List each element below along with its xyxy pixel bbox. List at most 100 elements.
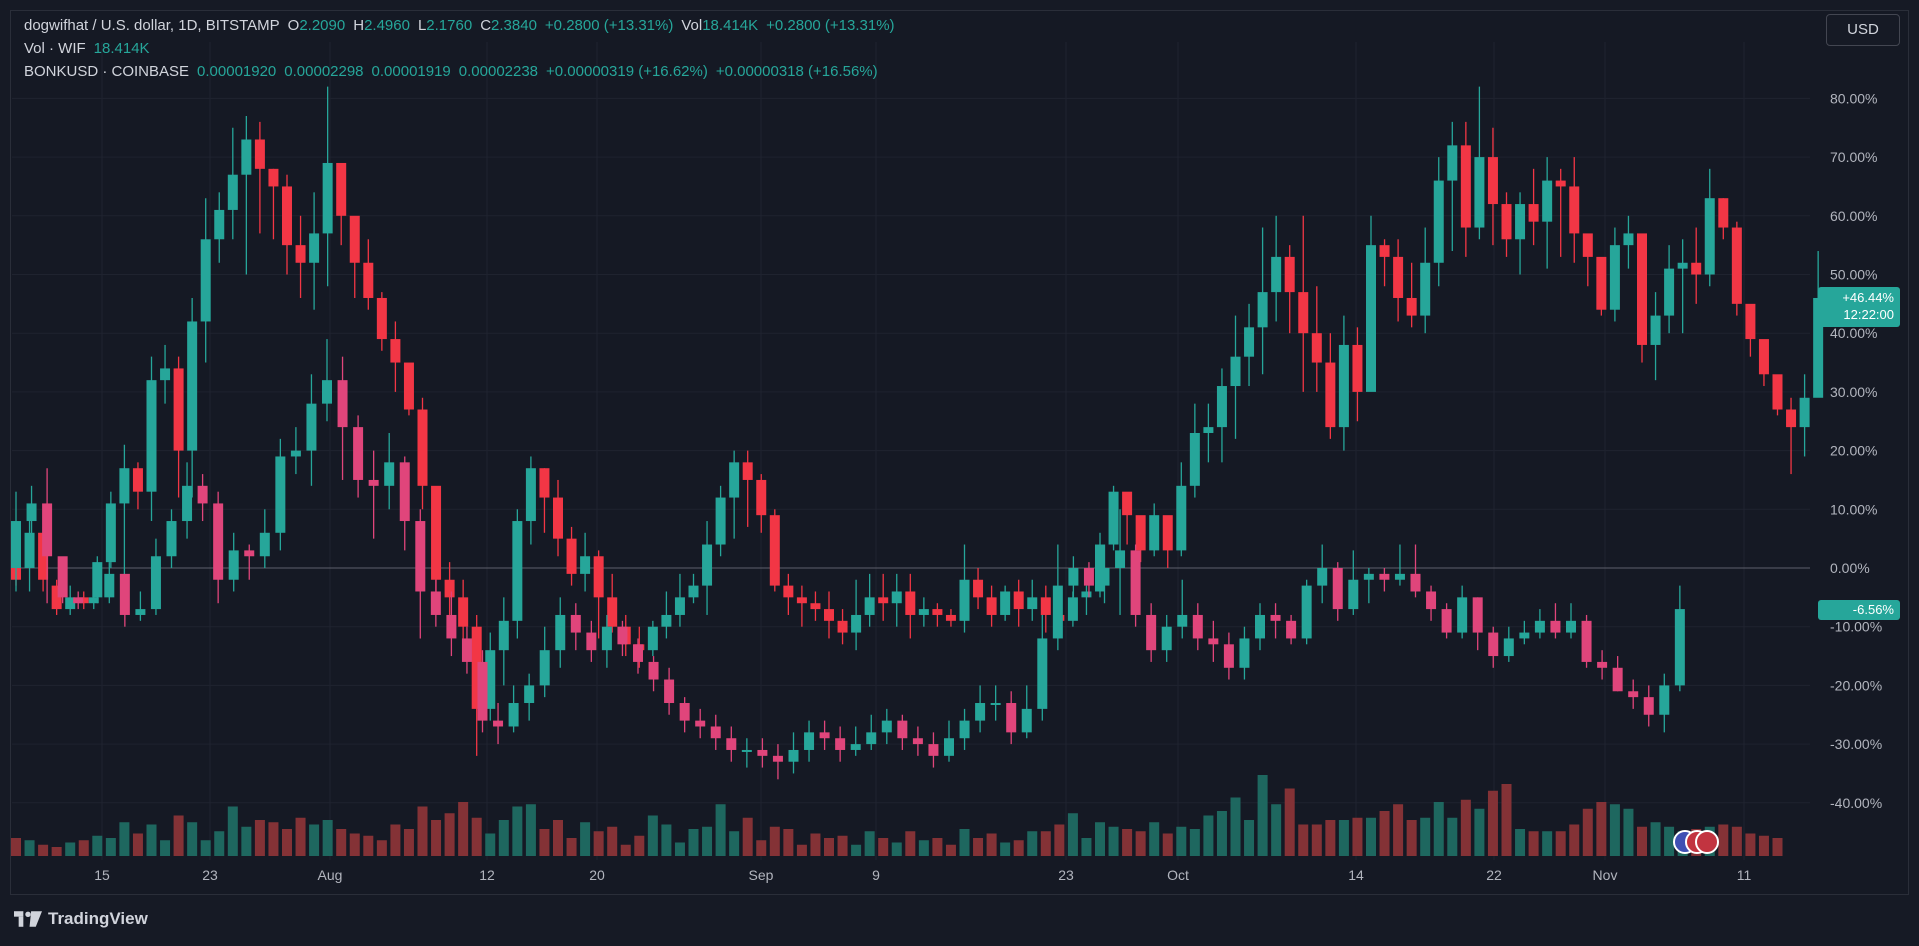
volume-bar bbox=[810, 833, 821, 856]
wif-candle bbox=[905, 591, 916, 615]
bonk-candle bbox=[1146, 614, 1157, 651]
wif-candle bbox=[1582, 233, 1593, 257]
bonk-candle bbox=[1659, 685, 1670, 715]
volume-bar bbox=[1555, 831, 1566, 856]
volume-bar bbox=[268, 822, 279, 856]
volume-bar bbox=[1311, 824, 1322, 856]
bonk-candle bbox=[42, 503, 53, 557]
bonk-candle bbox=[119, 573, 130, 615]
volume-bar bbox=[1596, 802, 1607, 856]
volume-bar bbox=[824, 838, 834, 856]
legend-volume-label[interactable]: Vol · WIF bbox=[24, 40, 86, 57]
volume-bar bbox=[1433, 802, 1444, 856]
volume-bar bbox=[1393, 804, 1404, 856]
volume-bar bbox=[322, 820, 333, 856]
wif-candle bbox=[1664, 268, 1675, 316]
wif-candle bbox=[796, 597, 807, 604]
wif-candle bbox=[1420, 262, 1431, 316]
bonk-candle bbox=[1363, 573, 1374, 580]
volume-bar bbox=[1379, 811, 1390, 856]
bonk-candle bbox=[1534, 620, 1545, 633]
wif-candle bbox=[1284, 256, 1295, 293]
event-marker-icon[interactable] bbox=[1695, 830, 1719, 854]
volume-bar bbox=[349, 833, 360, 856]
bonk-candle bbox=[1208, 638, 1219, 645]
wif-candle bbox=[824, 609, 834, 621]
volume-bar bbox=[1027, 831, 1038, 856]
volume-bar bbox=[580, 822, 591, 856]
volume-bar bbox=[1664, 826, 1675, 856]
bonk-candle bbox=[399, 462, 410, 522]
legend-compare-change1: +0.00000319 (+16.62%) bbox=[546, 63, 708, 80]
wif-candle bbox=[336, 162, 347, 216]
wif-candle bbox=[403, 362, 414, 410]
wif-candle bbox=[376, 297, 387, 340]
volume-bar bbox=[878, 838, 889, 856]
bonk-candle bbox=[1317, 568, 1328, 586]
y-tick-label: -30.00% bbox=[1830, 736, 1882, 752]
volume-bar bbox=[146, 824, 157, 856]
volume-bar bbox=[1149, 822, 1160, 856]
volume-bar bbox=[1338, 820, 1349, 856]
wif-candle bbox=[1271, 256, 1282, 293]
wif-candle bbox=[1609, 245, 1620, 310]
volume-bar bbox=[1366, 817, 1376, 856]
bonk-candle bbox=[1301, 585, 1312, 639]
wif-candle bbox=[1758, 339, 1769, 375]
volume-bar bbox=[891, 842, 902, 856]
bonk-candle bbox=[1472, 597, 1483, 633]
legend-compare-change2: +0.00000318 (+16.56%) bbox=[715, 63, 878, 80]
bonk-candle bbox=[1286, 620, 1297, 639]
chart-legend: dogwifhat / U.S. dollar, 1D, BITSTAMP O2… bbox=[24, 14, 895, 83]
wif-candle bbox=[146, 380, 157, 492]
volume-bar bbox=[769, 826, 780, 856]
wif-candle bbox=[1122, 491, 1133, 516]
volume-bar bbox=[187, 822, 198, 856]
wif-candle bbox=[1013, 591, 1024, 610]
wif-candle bbox=[1406, 297, 1417, 316]
bonk-candle bbox=[1192, 614, 1203, 639]
legend-compare-open: 0.00001920 bbox=[197, 63, 277, 80]
legend-symbol[interactable]: dogwifhat / U.S. dollar, 1D, BITSTAMP bbox=[24, 17, 280, 34]
bonk-candle bbox=[819, 732, 830, 739]
bonk-candle bbox=[772, 755, 783, 762]
legend-compare-symbol[interactable]: BONKUSD · COINBASE bbox=[24, 63, 190, 80]
bonk-candle bbox=[384, 462, 395, 486]
bonk-candle bbox=[555, 614, 566, 651]
volume-bar bbox=[105, 838, 116, 856]
wif-candle bbox=[1542, 180, 1553, 222]
bonk-candle bbox=[228, 550, 239, 580]
y-tick-label: 50.00% bbox=[1830, 267, 1877, 283]
bonk-candle bbox=[1239, 638, 1250, 668]
y-tick-label: 20.00% bbox=[1830, 443, 1877, 459]
bonk-candle bbox=[804, 732, 815, 750]
bonk-candle bbox=[213, 503, 224, 580]
volume-bar bbox=[566, 838, 577, 856]
volume-bar bbox=[729, 831, 740, 856]
wif-candle bbox=[1718, 198, 1729, 228]
wif-candle bbox=[1352, 344, 1363, 392]
volume-bar bbox=[65, 842, 76, 856]
wif-candle bbox=[1813, 297, 1824, 398]
wif-candle bbox=[688, 585, 699, 598]
wif-candle bbox=[932, 609, 943, 615]
wif-candle bbox=[878, 597, 889, 604]
legend-c-label: C bbox=[480, 17, 492, 34]
volume-bar bbox=[241, 826, 252, 856]
volume-bar bbox=[282, 829, 292, 856]
bonk-candle bbox=[881, 720, 892, 733]
bonk-candle bbox=[695, 720, 706, 727]
tradingview-logo[interactable]: TradingView bbox=[14, 906, 148, 932]
volume-bar bbox=[417, 806, 428, 856]
volume-bar bbox=[607, 826, 618, 856]
currency-unit-button[interactable]: USD bbox=[1826, 14, 1900, 46]
y-tick-label: -10.00% bbox=[1830, 619, 1882, 635]
wif-candle bbox=[1704, 198, 1715, 275]
volume-bar bbox=[1528, 831, 1539, 856]
wif-candle bbox=[390, 339, 401, 363]
wif-candle bbox=[24, 532, 35, 568]
volume-bar bbox=[485, 833, 496, 856]
wif-candle bbox=[593, 556, 604, 598]
y-tick-label: 30.00% bbox=[1830, 384, 1877, 400]
